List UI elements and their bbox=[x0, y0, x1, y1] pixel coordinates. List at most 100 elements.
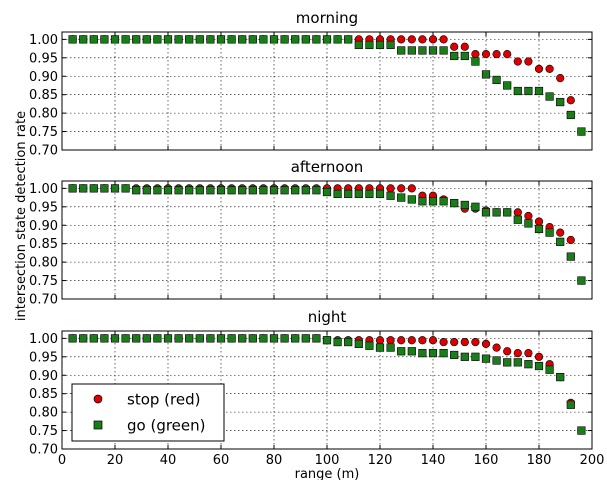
stop-point bbox=[566, 96, 575, 105]
go-point bbox=[481, 354, 491, 363]
go-point bbox=[227, 334, 236, 343]
go-point bbox=[386, 343, 395, 352]
go-point bbox=[556, 97, 565, 107]
go-point bbox=[577, 127, 586, 136]
stop-point bbox=[439, 35, 448, 44]
go-point bbox=[280, 35, 289, 44]
go-point bbox=[428, 46, 438, 55]
go-point bbox=[238, 186, 247, 195]
go-point bbox=[344, 337, 353, 347]
go-point bbox=[439, 197, 448, 206]
stop-point bbox=[481, 339, 491, 349]
y-tick-label: 0.95 bbox=[29, 200, 58, 215]
go-point bbox=[142, 35, 151, 44]
go-point bbox=[418, 46, 427, 55]
stop-point bbox=[450, 42, 459, 51]
x-axis-label: range (m) bbox=[295, 467, 360, 480]
y-tick-label: 0.80 bbox=[29, 406, 58, 421]
stop-point bbox=[375, 336, 385, 345]
go-point bbox=[524, 360, 533, 369]
go-point bbox=[471, 57, 480, 66]
go-point bbox=[185, 334, 194, 343]
y-tick-label: 0.75 bbox=[29, 274, 58, 289]
go-point bbox=[333, 35, 342, 44]
go-point bbox=[89, 334, 98, 343]
go-point bbox=[322, 336, 332, 345]
go-point bbox=[513, 86, 522, 96]
go-point bbox=[280, 186, 289, 195]
go-point bbox=[407, 46, 416, 55]
x-tick-label: 180 bbox=[527, 453, 552, 468]
go-point bbox=[503, 208, 512, 217]
y-tick-label: 0.75 bbox=[29, 125, 58, 140]
stop-point bbox=[397, 184, 406, 193]
y-tick-label: 0.75 bbox=[29, 424, 58, 439]
x-tick-label: 140 bbox=[421, 453, 446, 468]
go-point bbox=[291, 186, 300, 195]
go-point bbox=[174, 186, 183, 195]
stop-point bbox=[428, 35, 438, 44]
go-point bbox=[100, 334, 109, 343]
go-point bbox=[397, 347, 406, 356]
go-point bbox=[153, 186, 162, 195]
series-go bbox=[68, 184, 586, 285]
go-point bbox=[227, 186, 236, 195]
stop-point bbox=[524, 349, 533, 358]
go-point bbox=[418, 349, 427, 358]
go-point bbox=[524, 219, 533, 228]
go-point bbox=[206, 334, 215, 343]
stop-point bbox=[513, 208, 522, 217]
go-point bbox=[132, 186, 141, 195]
go-point bbox=[397, 46, 406, 55]
stop-point bbox=[439, 337, 448, 347]
go-point bbox=[375, 343, 385, 352]
stop-point bbox=[481, 50, 491, 59]
go-point bbox=[174, 35, 183, 44]
go-point bbox=[259, 334, 268, 343]
stop-point bbox=[471, 337, 480, 347]
go-point bbox=[68, 184, 77, 193]
go-point bbox=[195, 35, 204, 44]
stop-point bbox=[566, 235, 575, 245]
go-point bbox=[206, 35, 215, 44]
go-point bbox=[386, 191, 395, 200]
go-point bbox=[545, 228, 554, 237]
go-point bbox=[174, 334, 183, 343]
go-point bbox=[121, 334, 130, 343]
go-point bbox=[397, 193, 406, 202]
go-point bbox=[407, 347, 416, 356]
plot-frame bbox=[61, 330, 593, 450]
plot-frame bbox=[61, 31, 593, 151]
go-point bbox=[291, 334, 300, 343]
stop-point bbox=[386, 184, 395, 193]
go-point bbox=[259, 186, 268, 195]
y-tick-label: 1.00 bbox=[29, 182, 58, 197]
panel-title: night bbox=[308, 308, 347, 326]
go-point bbox=[439, 349, 448, 358]
go-point bbox=[79, 334, 88, 343]
go-point bbox=[312, 186, 321, 195]
go-point bbox=[471, 202, 480, 211]
go-point bbox=[163, 186, 173, 195]
go-point bbox=[291, 35, 300, 44]
panel-afternoon: 0.70 0.75 0.80 0.85 0.90 0.95 1.00 afternoon bbox=[29, 158, 593, 308]
go-point bbox=[79, 184, 88, 193]
go-point bbox=[354, 40, 363, 50]
go-point bbox=[365, 341, 374, 350]
series-go bbox=[68, 35, 586, 136]
go-point bbox=[142, 186, 151, 195]
go-point bbox=[365, 189, 374, 199]
go-point bbox=[110, 334, 120, 343]
go-point bbox=[163, 334, 173, 343]
stop-point bbox=[397, 336, 406, 345]
stop-point bbox=[407, 35, 416, 44]
stop-point bbox=[460, 42, 469, 51]
panel-title: afternoon bbox=[291, 158, 364, 176]
go-point bbox=[121, 35, 130, 44]
go-point bbox=[153, 35, 162, 44]
x-tick-label: 40 bbox=[160, 453, 177, 468]
go-point bbox=[492, 356, 501, 365]
go-point bbox=[566, 252, 575, 261]
x-tick-label: 20 bbox=[107, 453, 124, 468]
